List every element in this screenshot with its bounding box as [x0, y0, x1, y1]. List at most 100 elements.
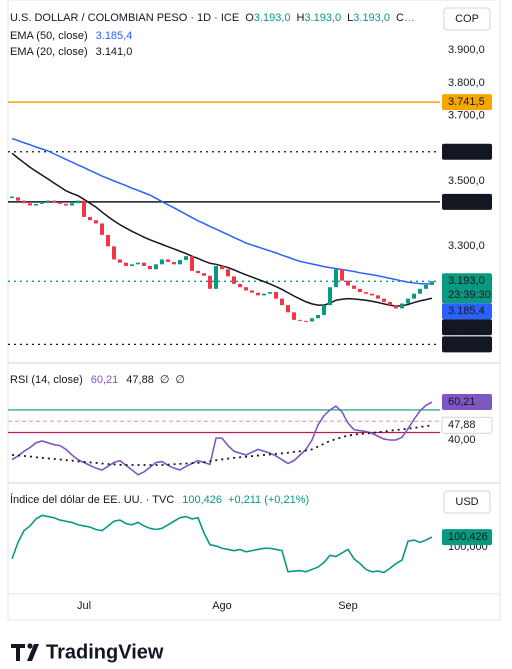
candle [328, 287, 332, 306]
candle [238, 283, 242, 288]
candle [250, 290, 254, 293]
ohlc-value: 3.193,0 [254, 12, 291, 24]
ohlc-value: … [404, 12, 415, 24]
candle [322, 305, 326, 315]
price-badge-label: 3.741,5 [448, 96, 485, 108]
last-value: 100,426 [182, 494, 222, 506]
candle [130, 264, 134, 266]
indicator-name: EMA (50, close) [10, 30, 88, 42]
indicator-value: 47,88 [126, 374, 154, 386]
candle [76, 200, 80, 204]
candle [358, 288, 362, 293]
currency-label: USD [455, 496, 478, 508]
indicator-value: 60,21 [91, 374, 119, 386]
currency-box [443, 7, 491, 31]
candle [178, 260, 182, 265]
candle [388, 301, 392, 306]
candle [214, 265, 218, 289]
countdown-label: 23:39:30 [448, 289, 491, 301]
price-badge [442, 143, 492, 160]
value-badge [442, 394, 492, 411]
price-badge-label: 3.000,0 [448, 338, 485, 350]
candle [346, 280, 350, 286]
indicator-line [11, 401, 433, 476]
change-value: +0,211 (+0,21%) [228, 494, 309, 506]
price-badge-label: 3.141,0 [448, 321, 485, 333]
candle [118, 259, 122, 263]
chart-frame [7, 0, 501, 621]
candle [172, 262, 176, 265]
candle [424, 284, 428, 289]
candle [304, 320, 308, 322]
candle [292, 312, 296, 320]
candle [352, 285, 356, 289]
candle [268, 292, 272, 294]
legend: RSI (14, close) 60,21 47,88 ∅ ∅ [10, 374, 185, 386]
indicator-line [11, 424, 433, 466]
ema-line [11, 152, 433, 307]
price-badge [442, 336, 492, 353]
y-tick-label: 3.300,0 [448, 240, 485, 252]
candle [256, 292, 260, 296]
candle [286, 305, 290, 313]
candle [364, 292, 368, 294]
candle [400, 303, 404, 309]
price-badge-label: 3.436,0 [448, 196, 485, 208]
brand-logo [11, 643, 39, 661]
candle [370, 293, 374, 296]
candle [82, 200, 86, 217]
ohlc-key: H [296, 12, 304, 24]
indicator-value: 3.141,0 [96, 46, 133, 58]
candle [418, 288, 422, 294]
x-tick-label: Sep [338, 600, 358, 612]
candle [232, 276, 236, 284]
value-badge [442, 529, 492, 546]
legend-extra: ∅ [175, 374, 185, 386]
candle [406, 298, 410, 304]
candle [28, 203, 32, 206]
ohlc-value: 3.193,0 [304, 12, 341, 24]
y-tick-label: 3.800,0 [448, 77, 485, 89]
ohlc-key: C [396, 12, 404, 24]
candle [190, 256, 194, 271]
candle [244, 287, 248, 291]
value-badge-label: 100,426 [448, 531, 488, 543]
y-tick-label: 40,00 [448, 434, 476, 446]
candle [46, 200, 50, 202]
legend-extra: ∅ [160, 374, 170, 386]
candle [136, 262, 140, 265]
y-tick-label: 3.700,0 [448, 110, 485, 122]
indicator-name: EMA (20, close) [10, 46, 88, 58]
candle [280, 298, 284, 306]
price-badge [442, 319, 492, 336]
candle [100, 223, 104, 235]
candle [430, 281, 434, 285]
legend: EMA (50, close) 3.185,4 [10, 30, 132, 42]
ema-line [11, 137, 433, 285]
candle [208, 275, 212, 289]
indicator-value: 3.185,4 [96, 30, 133, 42]
candle [382, 298, 386, 302]
candle [58, 202, 62, 204]
legend: Índice del dólar de EE. UU. · TVC 100,426… [10, 493, 309, 506]
candle [334, 269, 338, 288]
x-tick-label: Jul [77, 600, 91, 612]
candle [196, 270, 200, 274]
legend: EMA (20, close) 3.141,0 [10, 46, 132, 58]
candle [94, 220, 98, 224]
brand-name: TradingView [46, 641, 164, 663]
price-badge [442, 273, 492, 304]
candle [394, 305, 398, 309]
value-badge-label: 60,21 [448, 396, 476, 408]
candle [34, 203, 38, 206]
candle [40, 201, 44, 204]
candle [148, 265, 152, 270]
candle [52, 200, 56, 203]
candle [106, 234, 110, 247]
candle [274, 292, 278, 299]
price-badge [442, 303, 492, 320]
candle [220, 265, 224, 270]
chart-title: U.S. DOLLAR / COLOMBIAN PESO · 1D · ICE [10, 12, 239, 24]
indicator-line [11, 514, 433, 574]
candle [184, 256, 188, 261]
